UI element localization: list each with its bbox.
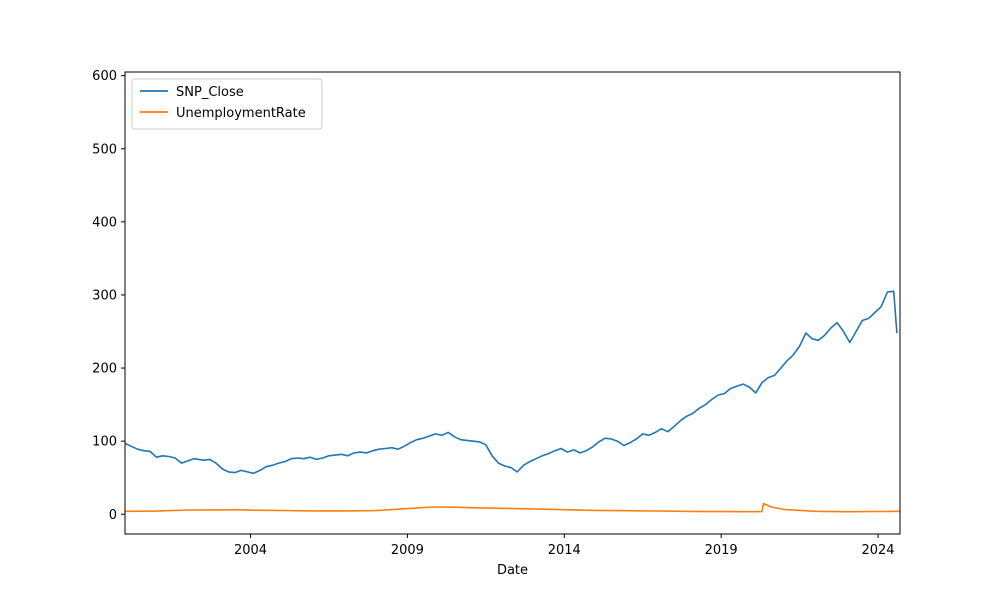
x-tick-label: 2019: [705, 543, 738, 558]
y-tick-label: 500: [92, 142, 117, 157]
axes-frame: [124, 71, 901, 535]
y-axis: 0 100 200 300 400 500 600: [92, 69, 125, 523]
y-tick-label: 300: [92, 288, 117, 303]
series-layer: [124, 290, 901, 513]
x-tick-label: 2024: [861, 543, 894, 558]
legend-label: UnemploymentRate: [176, 106, 306, 121]
y-tick-label: 400: [92, 215, 117, 230]
y-tick-label: 100: [92, 435, 117, 450]
y-tick-label: 0: [109, 508, 117, 523]
y-tick-label: 200: [92, 362, 117, 377]
y-tick-label: 600: [92, 69, 117, 84]
series-line-unemploymentrate: [124, 502, 901, 513]
series-line-snp-close: [124, 290, 898, 475]
legend-box: [131, 78, 323, 130]
x-tick-label: 2009: [391, 543, 424, 558]
legend: SNP_Close UnemploymentRate: [131, 78, 323, 130]
x-axis: 2004 2009 2014 2019 2024: [234, 534, 895, 558]
legend-label: SNP_Close: [176, 85, 244, 100]
x-tick-label: 2004: [234, 543, 267, 558]
x-axis-title: Date: [497, 563, 528, 578]
x-tick-label: 2014: [548, 543, 581, 558]
